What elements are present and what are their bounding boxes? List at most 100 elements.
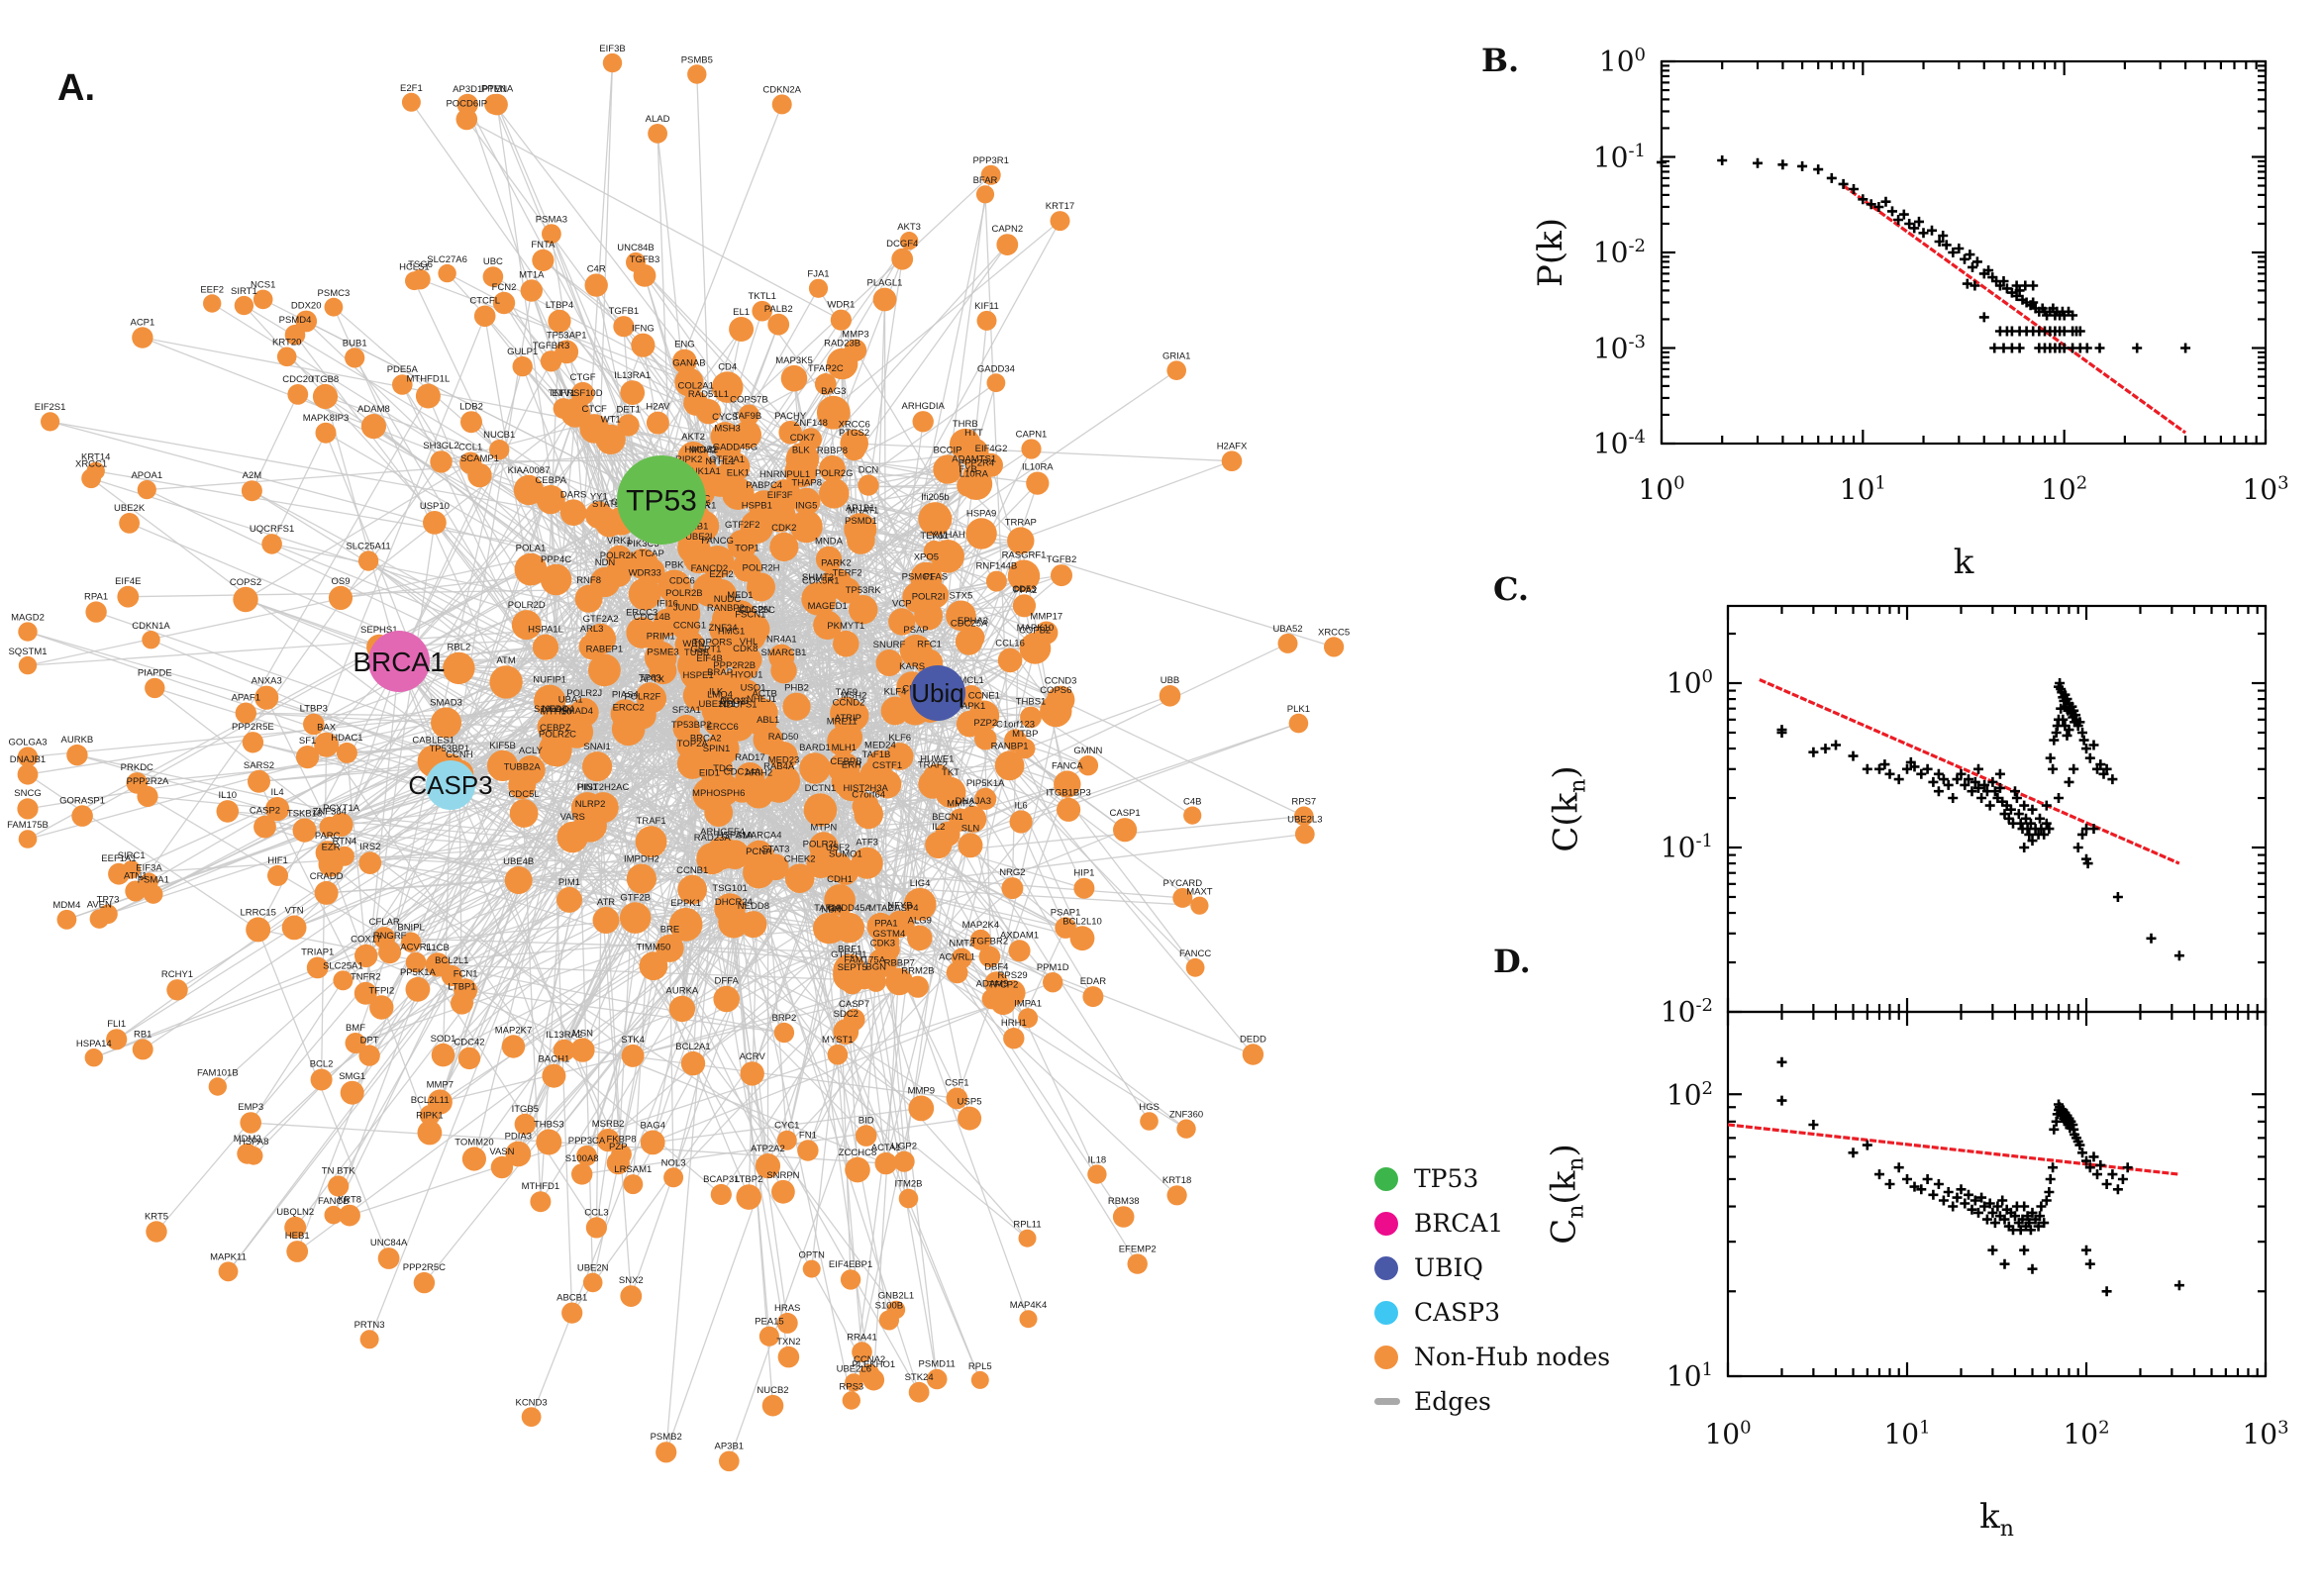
- network-edge: [531, 290, 654, 636]
- network-node-label: BCL2L11: [411, 1095, 450, 1106]
- x-axis-label-B: k: [1953, 543, 1974, 582]
- network-node-label: BACH1: [539, 1054, 570, 1065]
- network-node-label: CDC25A: [951, 618, 988, 629]
- network-node: [489, 440, 510, 460]
- network-node-label: ITGB5: [512, 1104, 539, 1115]
- network-node-label: STK4: [621, 1035, 645, 1046]
- network-node-label: ING5: [795, 501, 817, 512]
- network-node: [699, 753, 734, 787]
- network-node: [585, 623, 617, 654]
- network-node: [509, 799, 539, 828]
- network-node-label: CASP4: [887, 903, 918, 914]
- legend-item-ubiq: UBIQ: [1374, 1246, 1610, 1290]
- network-node: [958, 833, 983, 858]
- network-node-label: ERCC6: [707, 722, 739, 733]
- network-node-label: CCNE1: [968, 691, 1000, 702]
- network-node-label: PSMD4: [279, 315, 312, 326]
- hub-label-ubiq: Ubiq: [911, 678, 963, 708]
- network-node-label: RIPK2: [675, 454, 702, 465]
- network-node-label: SNURF: [873, 640, 906, 650]
- network-node: [712, 604, 743, 635]
- network-node-label: AKT3: [897, 222, 921, 233]
- network-node-label: TFAP2C: [808, 363, 844, 374]
- network-node-label: POLR2K: [600, 550, 638, 561]
- network-node: [1082, 986, 1104, 1008]
- network-node-label: NLRP2: [575, 799, 606, 810]
- legend-item-edges: Edges: [1374, 1379, 1610, 1424]
- network-edge: [630, 767, 816, 1297]
- network-node-label: NDUFS1: [720, 700, 758, 711]
- network-node-label: PIM1: [558, 877, 580, 888]
- network-node: [636, 682, 664, 711]
- network-node-label: NEDD4: [543, 704, 574, 715]
- network-node-label: THBS3: [534, 1120, 564, 1131]
- network-node-label: STK24: [905, 1372, 934, 1383]
- network-node: [125, 880, 147, 902]
- network-node: [1221, 450, 1243, 472]
- network-node-label: FAM101B: [197, 1067, 239, 1078]
- network-node: [345, 1033, 366, 1053]
- network-node-label: BAG4: [641, 1121, 665, 1132]
- network-node-label: PIAS4: [612, 689, 639, 700]
- network-node: [1069, 926, 1095, 951]
- network-node: [312, 383, 339, 410]
- network-node: [425, 952, 451, 977]
- network-node: [1008, 940, 1031, 962]
- network-node-label: CABLES1: [412, 736, 454, 747]
- network-node: [602, 52, 623, 73]
- network-node: [986, 373, 1006, 393]
- network-node-label: HCLS1: [399, 261, 430, 272]
- network-node: [410, 269, 431, 290]
- network-node-label: PCNA: [746, 847, 772, 857]
- network-node-label: MED1: [727, 590, 753, 601]
- network-node-label: VRK1: [607, 536, 632, 547]
- network-edge: [450, 412, 576, 786]
- network-node-label: CCND3: [1045, 676, 1077, 687]
- network-node: [1073, 877, 1095, 899]
- network-node-label: CTGF: [570, 372, 596, 383]
- network-node: [842, 1391, 860, 1410]
- hub-label-brca1: BRCA1: [353, 647, 445, 677]
- network-node-label: TSG6: [408, 259, 433, 270]
- network-node: [18, 655, 38, 675]
- network-node-label: PTEN: [482, 84, 507, 95]
- network-node: [758, 1326, 780, 1347]
- network-node: [620, 380, 646, 405]
- panel-a-label: A.: [57, 67, 95, 109]
- network-node: [1166, 360, 1186, 381]
- scatter-points-C: [1776, 678, 2184, 961]
- network-node: [888, 608, 916, 636]
- network-node: [592, 907, 620, 934]
- network-node: [619, 902, 652, 934]
- network-node-label: ADAM8: [357, 404, 390, 415]
- network-node: [571, 1163, 593, 1185]
- network-node-label: GTF2F2: [725, 520, 759, 531]
- network-node-label: CDC6: [669, 575, 695, 586]
- network-node-label: NEDD8: [738, 901, 769, 912]
- network-node: [1112, 1206, 1135, 1228]
- network-node-label: PCYT1A: [323, 803, 360, 814]
- network-node-label: MMP9: [908, 1086, 935, 1097]
- network-node: [530, 1191, 552, 1213]
- network-edge: [853, 784, 934, 1383]
- network-node-label: BAG3: [821, 386, 846, 397]
- network-node-label: IL18: [1088, 1154, 1107, 1165]
- network-node: [286, 1241, 309, 1262]
- network-node-label: STX5: [950, 591, 973, 602]
- network-edge: [129, 522, 551, 702]
- plot-box-D: [1726, 1010, 2268, 1378]
- network-node-label: ACP1: [130, 317, 154, 328]
- network-node-label: USO1: [741, 682, 766, 693]
- network-node: [1001, 877, 1024, 900]
- network-node-label: HSPA8: [239, 1137, 268, 1147]
- network-node-label: CCL16: [995, 639, 1025, 649]
- network-node: [144, 884, 163, 904]
- network-node-label: ATP2A2: [751, 1144, 785, 1154]
- network-node-label: TGFB3: [630, 254, 660, 265]
- network-node-label: ERCC3: [626, 607, 657, 618]
- network-node: [908, 1381, 930, 1403]
- network-node: [946, 961, 968, 984]
- network-node: [683, 390, 709, 416]
- network-edge: [398, 660, 623, 1155]
- network-node-label: CDK7: [790, 433, 815, 444]
